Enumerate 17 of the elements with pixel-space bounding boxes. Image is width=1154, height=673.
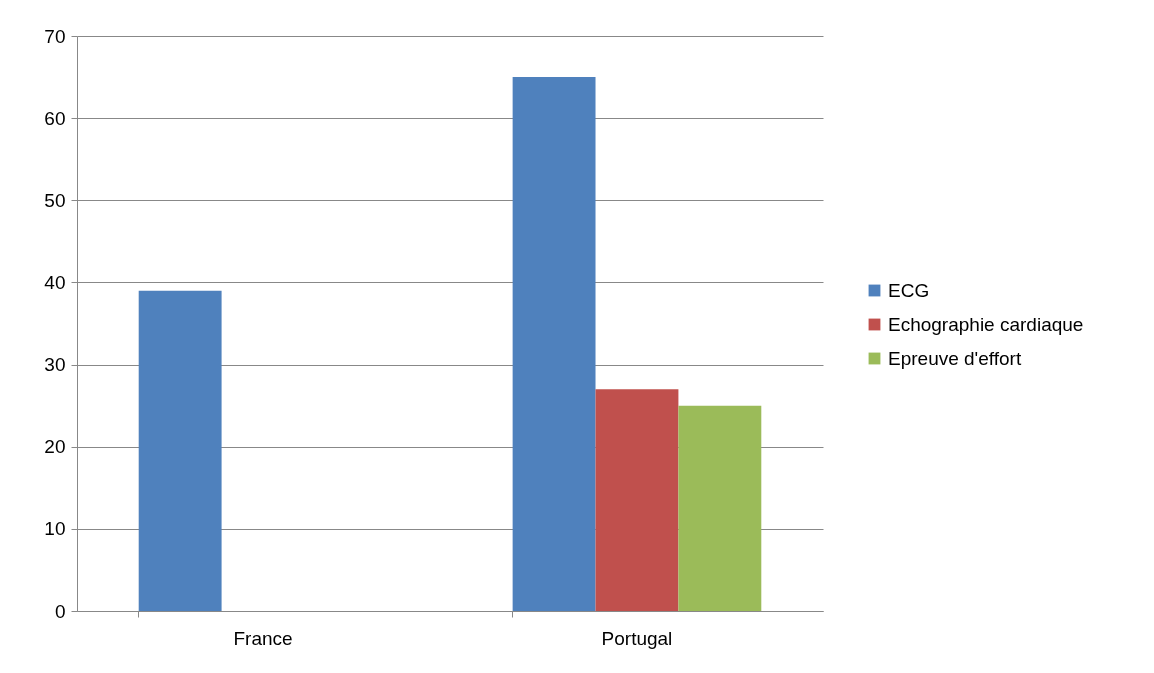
legend-label: Epreuve d'effort: [888, 347, 1022, 369]
legend-label: ECG: [888, 279, 930, 301]
y-tick-label: 60: [44, 107, 66, 129]
y-tick-label: 30: [44, 354, 66, 376]
y-tick-label: 10: [44, 518, 66, 540]
bar: [595, 389, 679, 611]
y-tick-label: 20: [44, 436, 66, 458]
bar: [138, 290, 222, 611]
bar: [678, 405, 762, 611]
x-tick-label: Portugal: [601, 627, 673, 649]
x-tick-label: France: [233, 627, 293, 649]
legend-label: Echographie cardiaque: [888, 313, 1084, 335]
bar: [512, 77, 596, 611]
y-tick-label: 70: [44, 25, 66, 47]
y-tick-label: 0: [54, 600, 66, 622]
y-tick-label: 40: [44, 271, 66, 293]
y-tick-label: 50: [44, 189, 66, 211]
